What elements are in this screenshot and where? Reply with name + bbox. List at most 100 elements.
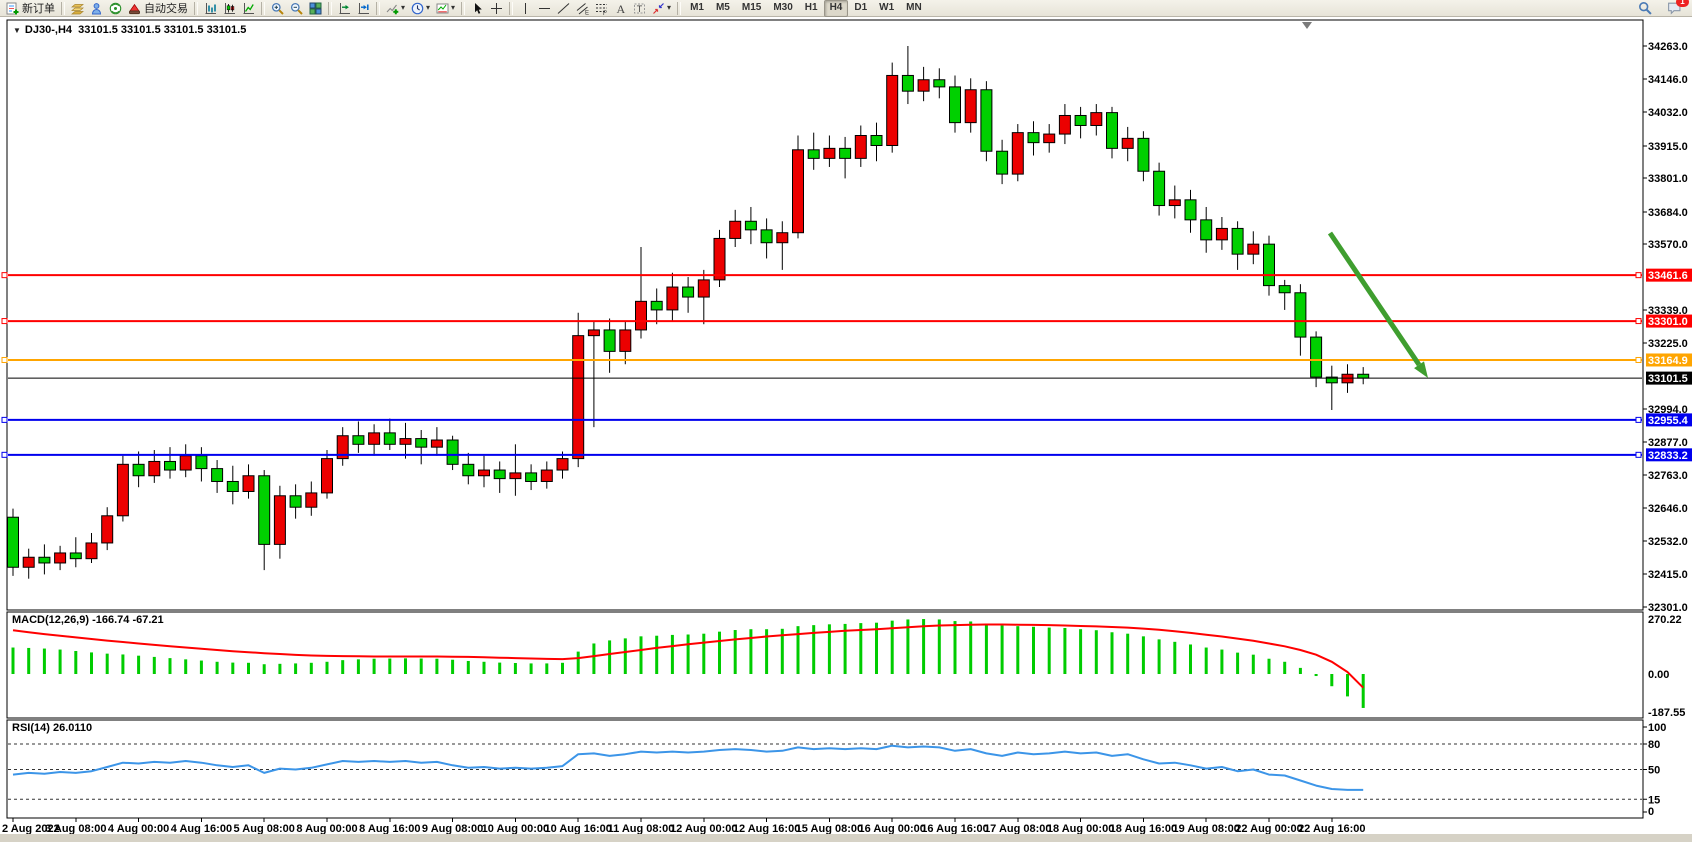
trend-arrow[interactable] (1327, 231, 1422, 367)
candle-body (682, 286, 695, 298)
line-chart-icon (243, 2, 254, 14)
line-end-marker[interactable] (1, 272, 8, 279)
crosshair-icon (491, 2, 503, 14)
timeframe-D1-button[interactable]: D1 (854, 1, 868, 13)
bar-chart-button[interactable] (201, 0, 220, 17)
candle-body (321, 458, 333, 494)
trendline-icon (557, 2, 570, 14)
templates-button[interactable]: ▾ (433, 0, 458, 17)
equidistant-channel-button[interactable]: E (573, 0, 592, 17)
line-end-marker[interactable] (1635, 356, 1642, 363)
zoom-in-button[interactable] (268, 0, 287, 17)
trendline-button[interactable] (554, 0, 573, 17)
macd-histogram-bar (937, 619, 941, 674)
timeframe-M1-button[interactable]: M1 (690, 1, 704, 13)
svg-text:T: T (637, 4, 643, 14)
new-order-button[interactable]: 新订单 (3, 0, 58, 17)
fibonacci-button[interactable]: F (592, 0, 611, 17)
macd-histogram-bar (545, 663, 549, 674)
line-end-marker[interactable] (1, 451, 8, 458)
vline-icon (525, 2, 527, 14)
line-end-marker[interactable] (1635, 272, 1642, 279)
macd-histogram-bar (1016, 626, 1020, 674)
price-axis-label: 33225.0 (1648, 338, 1688, 350)
candle-body (1278, 285, 1291, 294)
price-axis-label: 33801.0 (1648, 173, 1688, 185)
symbol-collapse-icon[interactable]: ▼ (13, 25, 21, 35)
line-end-marker[interactable] (1635, 318, 1642, 325)
timeframe-H1-button[interactable]: H1 (804, 1, 818, 13)
price-tag-label: 33301.0 (1648, 316, 1688, 328)
trend-arrow-head[interactable] (1414, 361, 1428, 378)
notifications-button[interactable]: 1 (1664, 0, 1689, 17)
line-chart-button[interactable] (239, 0, 258, 17)
text-label-button[interactable]: T (630, 0, 649, 17)
price-axis-label: 32763.0 (1648, 470, 1688, 482)
candle-body (352, 435, 365, 445)
arrows-button[interactable]: ▾ (649, 0, 674, 17)
macd-histogram-bar (749, 629, 753, 674)
price-tag-label: 33461.6 (1648, 270, 1688, 282)
text-button[interactable]: A (611, 0, 630, 17)
toolbar-separator (61, 1, 65, 15)
candle-body (776, 232, 789, 244)
candle-body (493, 469, 506, 480)
cursor-icon (475, 2, 482, 14)
macd-indicator-label: MACD(12,26,9) -166.74 -67.21 (12, 614, 164, 626)
dropdown-caret-icon[interactable]: ▾ (667, 3, 672, 12)
auto-scroll-button[interactable] (354, 0, 373, 17)
horizontal-line-button[interactable] (535, 0, 554, 17)
candle-body (446, 439, 459, 465)
profiles-button[interactable] (68, 0, 87, 17)
candle-body (336, 435, 349, 460)
candle-body (933, 79, 946, 88)
macd-histogram-bar (639, 636, 643, 674)
chart-shift-marker-icon[interactable] (1302, 22, 1312, 29)
auto-trading-button[interactable]: 自动交易 (125, 0, 191, 17)
shift-end-button[interactable] (335, 0, 354, 17)
indicators-button[interactable]: ▾ (383, 0, 408, 17)
periods-button[interactable]: ▾ (408, 0, 433, 17)
macd-histogram-bar (451, 659, 455, 674)
dropdown-caret-icon[interactable]: ▾ (426, 3, 431, 12)
cursor-button[interactable] (468, 0, 487, 17)
line-end-marker[interactable] (1635, 451, 1642, 458)
dropdown-caret-icon[interactable]: ▾ (451, 3, 456, 12)
line-end-marker[interactable] (1, 356, 8, 363)
macd-histogram-bar (1314, 674, 1318, 677)
candle-body (478, 469, 490, 477)
shift-end-icon (339, 2, 350, 14)
search-button[interactable] (1635, 0, 1655, 17)
price-axis-label: 32301.0 (1648, 602, 1688, 614)
time-axis-label: 10 Aug 00:00 (482, 823, 549, 835)
candle-body (729, 220, 742, 239)
timeframe-W1-button[interactable]: W1 (879, 1, 895, 13)
market-watch-button[interactable] (87, 0, 106, 17)
dropdown-caret-icon[interactable]: ▾ (401, 3, 406, 12)
candle-body (792, 149, 804, 234)
macd-histogram-bar (1220, 649, 1224, 674)
macd-histogram-bar (90, 652, 93, 674)
line-end-marker[interactable] (1635, 416, 1642, 423)
candle-body (917, 79, 930, 92)
timeframe-M5-button[interactable]: M5 (715, 1, 730, 13)
timeframe-M15-button[interactable]: M15 (741, 1, 762, 13)
timeframe-MN-button[interactable]: MN (906, 1, 922, 13)
macd-histogram-bar (356, 659, 360, 674)
timeframe-M30-button[interactable]: M30 (773, 1, 793, 13)
zoom-out-button[interactable] (287, 0, 306, 17)
navigator-button[interactable] (106, 0, 125, 17)
price-axis-label: 33684.0 (1648, 207, 1688, 219)
line-end-marker[interactable] (1, 416, 8, 423)
candle-body (1325, 376, 1338, 384)
search-icon (1639, 2, 1652, 15)
line-end-marker[interactable] (1, 318, 8, 325)
vertical-line-button[interactable] (516, 0, 535, 17)
crosshair-button[interactable] (487, 0, 506, 17)
candle-chart-button[interactable] (220, 0, 239, 17)
chart-title-text: DJ30-,H4 33101.5 33101.5 33101.5 33101.5 (24, 24, 247, 36)
tile-windows-button[interactable] (306, 0, 325, 17)
candle-body (462, 463, 475, 477)
candle-body (509, 472, 522, 480)
timeframe-H4-button[interactable]: H4 (823, 0, 849, 17)
